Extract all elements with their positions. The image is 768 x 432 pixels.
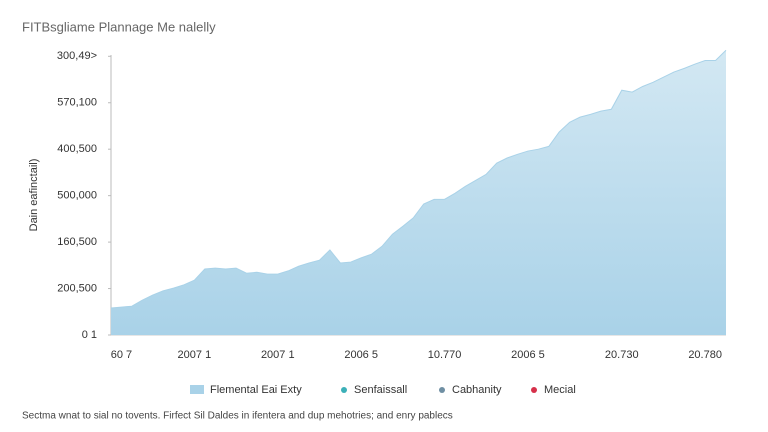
x-tick-label: 20.780 (688, 349, 722, 361)
x-tick-label: 2006 5 (511, 349, 545, 361)
y-tick-label: 0 1 (82, 329, 97, 341)
x-tick-label: 2006 5 (344, 349, 378, 361)
y-tick-label: 200,500 (57, 282, 97, 294)
legend-swatch (190, 385, 204, 394)
legend-swatch (439, 387, 445, 393)
y-tick-label: 160,500 (57, 236, 97, 248)
legend-label: Cabhanity (452, 384, 502, 396)
legend-swatch (341, 387, 347, 393)
area (111, 50, 726, 335)
x-tick-label: 2007 1 (178, 349, 212, 361)
x-tick-label: 20.730 (605, 349, 639, 361)
legend-label: Senfaissall (354, 384, 407, 396)
area-line (110, 49, 727, 309)
y-tick-label: 500,000 (57, 190, 97, 202)
x-tick-label: 10.770 (428, 349, 462, 361)
legend-label: Flemental Eai Exty (210, 384, 302, 396)
legend-label: Mecial (544, 384, 576, 396)
x-tick-label: 60 7 (111, 349, 132, 361)
y-axis-label: Dain eafinctail) (28, 159, 40, 232)
y-tick-label: 300,49> (57, 50, 97, 62)
chart-title: FITBsgliame Plannage Me nalelly (22, 19, 216, 34)
y-tick-label: 400,500 (57, 143, 97, 155)
legend-swatch (531, 387, 537, 393)
footnote: Sectma wnat to sial no tovents. Firfect … (22, 411, 453, 422)
y-tick-label: 570,100 (57, 97, 97, 109)
x-tick-label: 2007 1 (261, 349, 295, 361)
